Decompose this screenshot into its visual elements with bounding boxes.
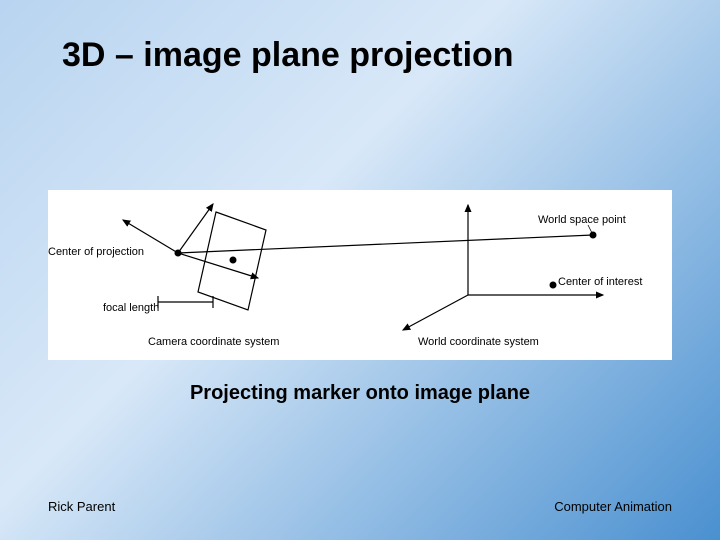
label-focal-length: focal length: [103, 302, 159, 314]
footer-author: Rick Parent: [48, 499, 115, 514]
label-world-space-point: World space point: [538, 214, 626, 226]
label-center-of-interest: Center of interest: [558, 276, 642, 288]
slide-title: 3D – image plane projection: [62, 36, 514, 75]
figure-caption: Projecting marker onto image plane: [0, 382, 720, 405]
footer-course: Computer Animation: [554, 499, 672, 514]
label-camera-coord: Camera coordinate system: [148, 336, 279, 348]
label-world-coord: World coordinate system: [418, 336, 539, 348]
projection-figure: Center of projection focal length Camera…: [48, 190, 672, 360]
label-center-of-projection: Center of projection: [48, 246, 144, 258]
